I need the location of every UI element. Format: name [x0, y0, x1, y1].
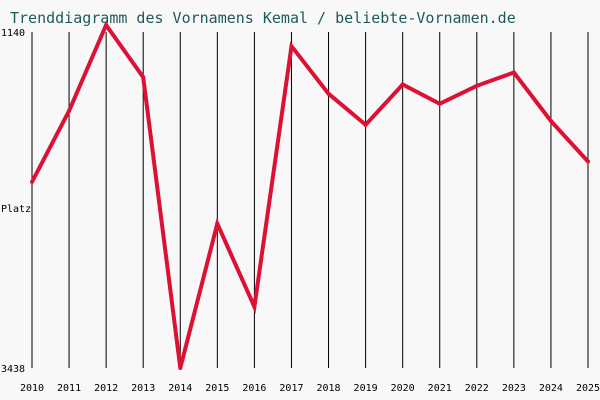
x-tick-label-2024: 2024: [539, 383, 563, 394]
data-point-2020: [400, 82, 405, 87]
data-point-2015: [215, 221, 220, 226]
data-point-2014: [178, 366, 183, 370]
x-tick-label-2020: 2020: [391, 383, 415, 394]
x-tick-label-2019: 2019: [354, 383, 378, 394]
data-point-2024: [548, 119, 553, 124]
data-point-2010: [30, 179, 34, 184]
chart-title: Trenddiagramm des Vornamens Kemal / beli…: [10, 9, 516, 27]
x-tick-label-2015: 2015: [205, 383, 229, 394]
data-point-2019: [363, 122, 368, 127]
data-point-2022: [474, 83, 479, 88]
x-tick-label-2014: 2014: [168, 383, 192, 394]
x-tick-label-2018: 2018: [316, 383, 340, 394]
x-tick-label-2025: 2025: [576, 383, 600, 394]
x-tick-label-2016: 2016: [242, 383, 266, 394]
x-tick-labels: 2010 2011 2012 2013 2014 2015 2016 2017 2018 2019…: [20, 383, 600, 394]
data-point-2025: [586, 159, 590, 164]
y-tick-labels: 1140 3438: [1, 28, 25, 375]
data-point-2017: [289, 44, 294, 49]
grid-lines: [31, 32, 589, 368]
data-point-2013: [141, 75, 146, 80]
x-tick-label-2011: 2011: [57, 383, 81, 394]
data-point-2023: [511, 70, 516, 75]
y-tick-label-1140: 1140: [1, 28, 25, 39]
data-point-2021: [437, 101, 442, 106]
data-point-2016: [252, 304, 257, 309]
y-tick-label-3438: 3438: [1, 364, 25, 375]
x-tick-label-2010: 2010: [20, 383, 44, 394]
x-tick-label-2013: 2013: [131, 383, 155, 394]
data-point-2011: [67, 108, 72, 113]
data-point-2018: [326, 91, 331, 96]
data-point-2012: [104, 23, 109, 28]
y-axis-label: Platz: [1, 204, 31, 215]
x-tick-label-2012: 2012: [94, 383, 118, 394]
series-layer: [30, 21, 590, 370]
x-tick-label-2022: 2022: [465, 383, 489, 394]
series-line-0: [30, 21, 590, 369]
x-tick-label-2017: 2017: [279, 383, 303, 394]
x-tick-label-2021: 2021: [428, 383, 452, 394]
x-tick-label-2023: 2023: [502, 383, 526, 394]
